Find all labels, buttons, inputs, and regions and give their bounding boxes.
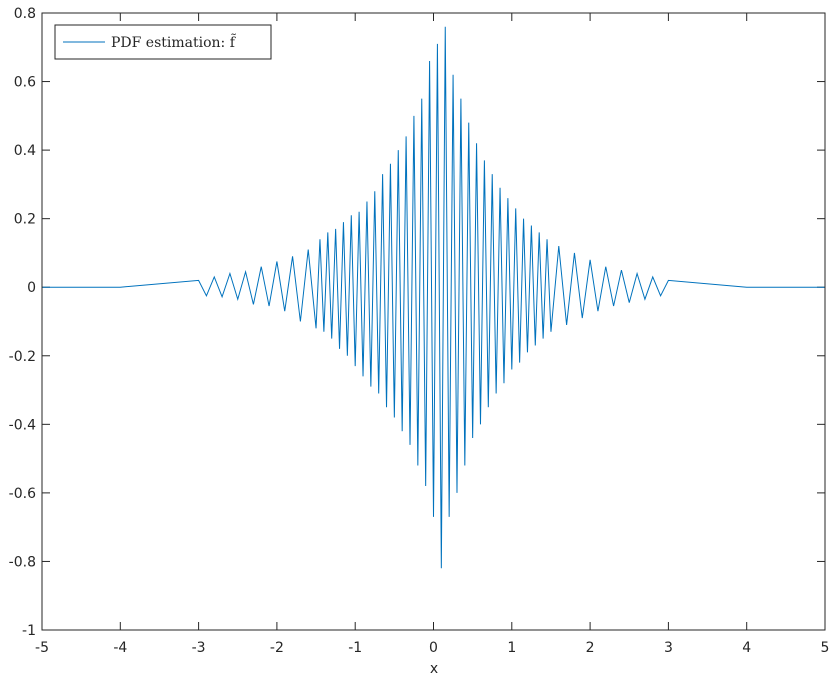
y-tick-label: -0.8: [9, 554, 36, 570]
x-tick-label: 2: [586, 640, 595, 656]
y-tick-label: -0.4: [9, 417, 36, 433]
x-tick-label: -2: [270, 640, 284, 656]
y-tick-label: -0.6: [9, 486, 36, 502]
x-tick-label: 3: [664, 640, 673, 656]
x-tick-label: -1: [348, 640, 362, 656]
axes-box: [41, 12, 826, 631]
x-tick-label: 5: [821, 640, 830, 656]
legend-label: PDF estimation: f̃: [111, 33, 237, 51]
data-line: [42, 26, 825, 569]
x-tick-label: -4: [113, 640, 127, 656]
y-tick-label: -1: [22, 623, 36, 639]
plot-area: [42, 13, 825, 630]
y-tick-label: 0.4: [14, 143, 36, 159]
x-axis-label: x: [430, 661, 438, 677]
y-tick-label: -0.2: [9, 349, 36, 365]
x-tick-label: 0: [429, 640, 438, 656]
y-tick-label: 0.8: [14, 6, 36, 22]
x-tick-label: 4: [742, 640, 751, 656]
y-tick-label: 0.2: [14, 212, 36, 228]
x-tick-label: -3: [192, 640, 206, 656]
y-tick-label: 0: [27, 280, 36, 296]
y-tick-label: 0.6: [14, 75, 36, 91]
x-tick-label: -5: [35, 640, 49, 656]
x-tick-label: 1: [507, 640, 516, 656]
